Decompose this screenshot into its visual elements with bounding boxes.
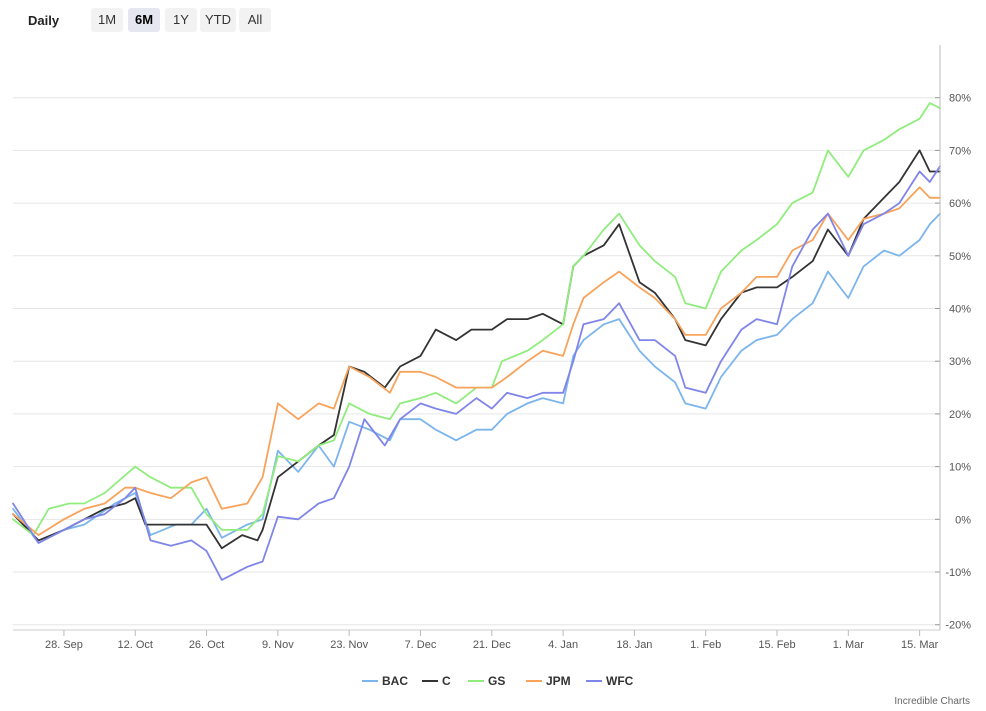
- series-line-c[interactable]: [12, 149, 941, 550]
- y-tick-label: 50%: [949, 251, 971, 263]
- legend-label: JPM: [546, 674, 571, 688]
- y-tick-label: 10%: [949, 462, 971, 474]
- x-tick-label: 26. Oct: [189, 639, 224, 651]
- axis-layer: 80% 70% 60% 50% 40% 30% 20% 10% 0% -10% -20% 28. Se…: [13, 45, 971, 651]
- x-tick-label: 1. Mar: [833, 639, 865, 651]
- y-tick-label: -10%: [945, 567, 971, 579]
- y-tick-label: -20%: [945, 620, 971, 632]
- y-tick-label: 70%: [949, 145, 971, 157]
- range-button-ytd[interactable]: YTD: [200, 8, 236, 32]
- series-line-bac[interactable]: [12, 212, 941, 544]
- x-tick-label: 9. Nov: [262, 639, 294, 651]
- y-tick-label: 80%: [949, 93, 971, 105]
- x-tick-label: 15. Feb: [758, 639, 795, 651]
- chart-credit: Incredible Charts: [894, 696, 970, 707]
- x-tick-label: 7. Dec: [405, 639, 437, 651]
- y-tick-label: 0%: [955, 514, 971, 526]
- range-button-1m[interactable]: 1M: [91, 8, 123, 32]
- series-layer: [12, 102, 941, 581]
- range-button-6m[interactable]: 6M: [128, 8, 160, 32]
- grid-layer: [13, 97, 940, 626]
- series-line-wfc[interactable]: [12, 165, 941, 581]
- legend-item-jpm[interactable]: JPM: [526, 674, 571, 688]
- x-tick-label: 18. Jan: [616, 639, 652, 651]
- legend-item-wfc[interactable]: WFC: [586, 674, 634, 688]
- y-tick-label: 30%: [949, 356, 971, 368]
- x-tick-label: 23. Nov: [330, 639, 368, 651]
- x-tick-label: 28. Sep: [45, 639, 83, 651]
- series-line-jpm[interactable]: [12, 186, 941, 536]
- range-toolbar: Daily 1M 6M 1Y YTD All: [0, 0, 986, 40]
- legend-item-c[interactable]: C: [422, 674, 451, 688]
- x-tick-label: 12. Oct: [118, 639, 153, 651]
- legend-label: C: [442, 674, 451, 688]
- legend-item-bac[interactable]: BAC: [362, 674, 408, 688]
- legend-label: BAC: [382, 674, 408, 688]
- x-tick-label: 4. Jan: [548, 639, 578, 651]
- y-tick-label: 40%: [949, 304, 971, 316]
- legend[interactable]: BAC C GS JPM WFC: [362, 674, 634, 688]
- series-line-gs[interactable]: [12, 102, 941, 536]
- legend-label: GS: [488, 674, 505, 688]
- y-tick-label: 20%: [949, 409, 971, 421]
- interval-label: Daily: [28, 13, 60, 28]
- legend-item-gs[interactable]: GS: [468, 674, 505, 688]
- y-tick-label: 60%: [949, 198, 971, 210]
- x-tick-label: 15. Mar: [901, 639, 939, 651]
- legend-label: WFC: [606, 674, 634, 688]
- range-button-1y[interactable]: 1Y: [165, 8, 197, 32]
- range-button-all[interactable]: All: [239, 8, 271, 32]
- x-tick-label: 1. Feb: [690, 639, 721, 651]
- x-tick-label: 21. Dec: [473, 639, 511, 651]
